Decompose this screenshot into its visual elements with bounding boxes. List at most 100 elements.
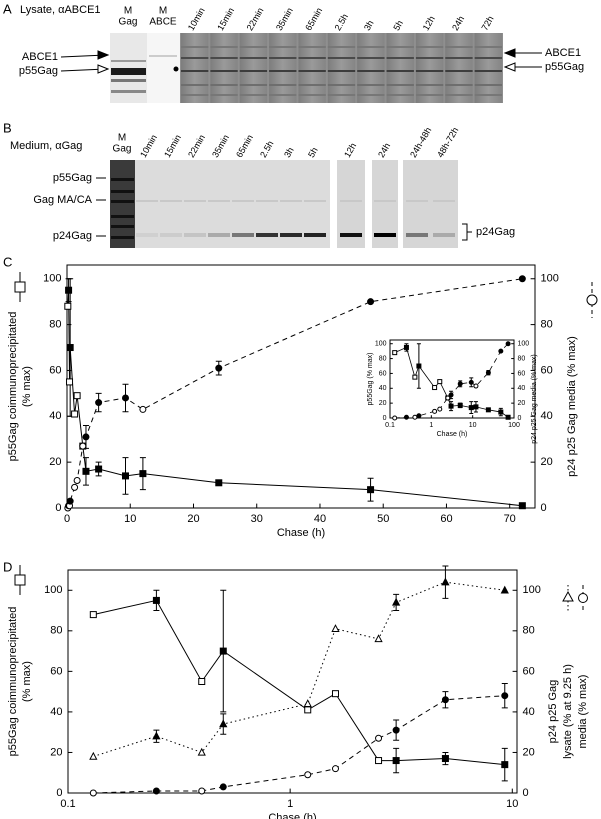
gel-band (160, 200, 182, 202)
gel-band (298, 57, 326, 59)
gel-band (269, 84, 297, 86)
series-line (93, 599, 505, 766)
marker (505, 414, 511, 420)
plot-frame (67, 569, 518, 794)
lane-label: 5h (391, 19, 405, 33)
marker (468, 379, 474, 385)
gel-band (298, 70, 326, 72)
gel-band (111, 190, 134, 193)
marker (412, 414, 418, 420)
gel-dot (173, 66, 179, 72)
marker (457, 381, 463, 387)
gel-lane (474, 33, 502, 103)
marker (197, 747, 206, 756)
lane-label: 35min (210, 133, 231, 159)
gel-band (304, 233, 326, 237)
gel-band (210, 57, 238, 59)
legend-symbols (14, 272, 598, 612)
y-axis-label: p55Gag coimmunoprecipitated (7, 607, 19, 757)
gel-band (111, 90, 146, 93)
gel-band (111, 68, 146, 75)
gel-band (474, 46, 502, 48)
gel-lane (239, 33, 268, 103)
marker (392, 350, 398, 356)
gel-band (386, 46, 414, 48)
marker (89, 751, 98, 760)
marker (367, 486, 375, 494)
gel-band (415, 46, 444, 48)
y-tick-label: 60 (523, 665, 535, 677)
gel-band (474, 94, 502, 96)
gel-band (415, 70, 444, 72)
y-tick-label: 100 (541, 273, 559, 285)
gel-band (445, 94, 473, 96)
gel-band (184, 200, 206, 202)
gel-band (386, 94, 414, 96)
gel-band (357, 46, 385, 48)
gel-lane (269, 33, 297, 103)
gel-band (357, 57, 385, 59)
band-label: ABCE1 (22, 51, 58, 63)
band-label: p55Gag (19, 65, 58, 77)
y-tick-label: 40 (523, 706, 535, 718)
x-tick-label: 1 (287, 798, 293, 810)
gel-band (357, 94, 385, 96)
marker (65, 286, 73, 294)
bracket (462, 223, 472, 241)
gel-band (357, 70, 385, 72)
gel-band (210, 94, 238, 96)
y-axis-label: p55Gag (% max) (367, 353, 374, 406)
gel-band (181, 84, 209, 86)
x-axis-label: Chase (h) (268, 812, 316, 819)
gel-band (210, 70, 238, 72)
y-tick-label: 40 (50, 706, 62, 718)
gel-band (280, 200, 302, 202)
gel-band (280, 233, 302, 237)
gel-band (160, 233, 182, 237)
gel-band (181, 46, 209, 48)
x-tick-label: 10 (124, 513, 136, 525)
marker (392, 726, 400, 734)
marker (392, 757, 400, 765)
x-tick-label: 20 (187, 513, 199, 525)
marker (89, 789, 97, 797)
x-tick-label: 30 (251, 513, 263, 525)
lane-label: ABCE (149, 17, 177, 28)
gel-band (111, 200, 134, 203)
marker (412, 374, 418, 380)
gel-band (136, 200, 158, 202)
lane-label: 22min (245, 6, 266, 32)
marker (437, 379, 443, 385)
gel-band (445, 70, 473, 72)
lane-label: 72h (479, 14, 495, 32)
y-axis-label: (% max) (21, 661, 33, 702)
y2-axis-label: p24 p25 Gag (547, 680, 559, 744)
marker (82, 467, 90, 475)
x-tick-label: 0.1 (385, 422, 395, 429)
x-axis-label: Chase (h) (437, 431, 468, 438)
gel-band (327, 46, 356, 48)
marker (71, 483, 79, 491)
gel-band (232, 233, 254, 237)
gel-band (208, 233, 230, 237)
y-tick-label: 100 (523, 584, 541, 596)
band-label: p24Gag (53, 230, 92, 242)
lane-label: 65min (234, 133, 255, 159)
gel-band (433, 233, 455, 237)
y-tick-label: 40 (379, 385, 387, 392)
y-tick-label: 40 (49, 410, 61, 422)
gel-band (239, 70, 268, 72)
marker (485, 370, 491, 376)
marker (473, 383, 479, 389)
lane-label: Gag (119, 17, 138, 28)
series-line (93, 695, 505, 794)
marker (468, 405, 474, 411)
gel-band (445, 57, 473, 59)
gel-band (327, 70, 356, 72)
gel-band (111, 225, 134, 228)
marker (473, 404, 479, 410)
x-tick-label: 40 (314, 513, 326, 525)
y-tick-label: 100 (375, 341, 387, 348)
panel-letter: C (3, 254, 12, 269)
